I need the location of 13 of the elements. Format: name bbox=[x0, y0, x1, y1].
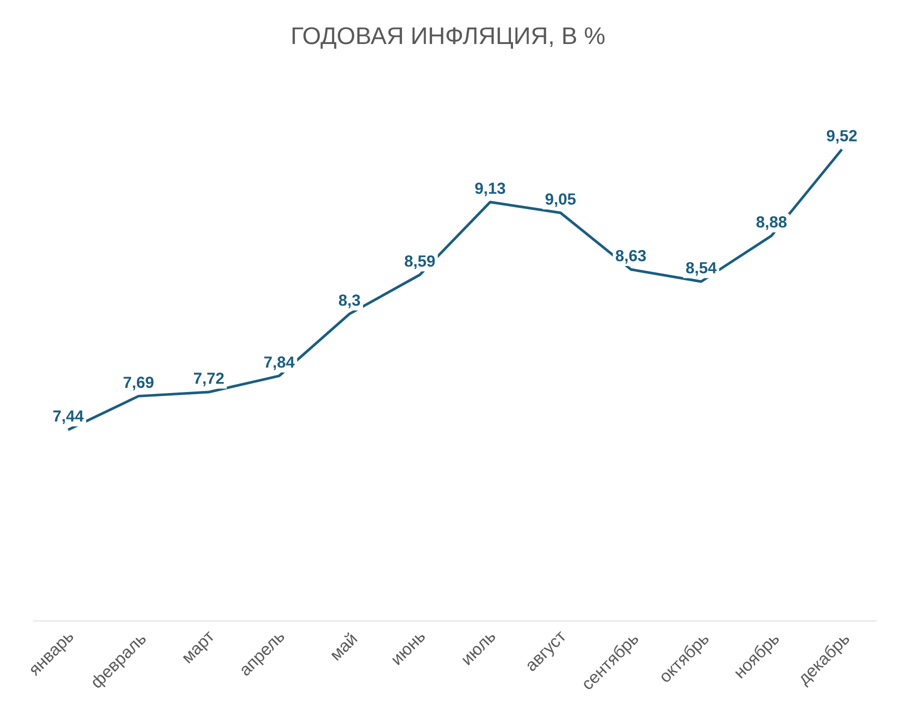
data-label: 8,59 bbox=[404, 255, 435, 270]
data-label: 7,72 bbox=[194, 372, 224, 386]
data-label: 9,52 bbox=[826, 130, 857, 144]
data-label: 8,88 bbox=[756, 216, 787, 230]
data-label: 7,44 bbox=[53, 410, 84, 424]
data-label: 8,63 bbox=[616, 250, 646, 264]
data-label: 9,13 bbox=[475, 182, 506, 196]
data-label: 7,69 bbox=[124, 376, 154, 390]
data-label: 9,05 bbox=[546, 193, 576, 208]
data-label: 7,84 bbox=[264, 356, 295, 370]
data-label: 8,54 bbox=[686, 262, 717, 276]
data-label: 8,3 bbox=[338, 294, 360, 308]
chart-title: ГОДОВАЯ ИНФЛЯЦИЯ, В % bbox=[292, 27, 605, 49]
